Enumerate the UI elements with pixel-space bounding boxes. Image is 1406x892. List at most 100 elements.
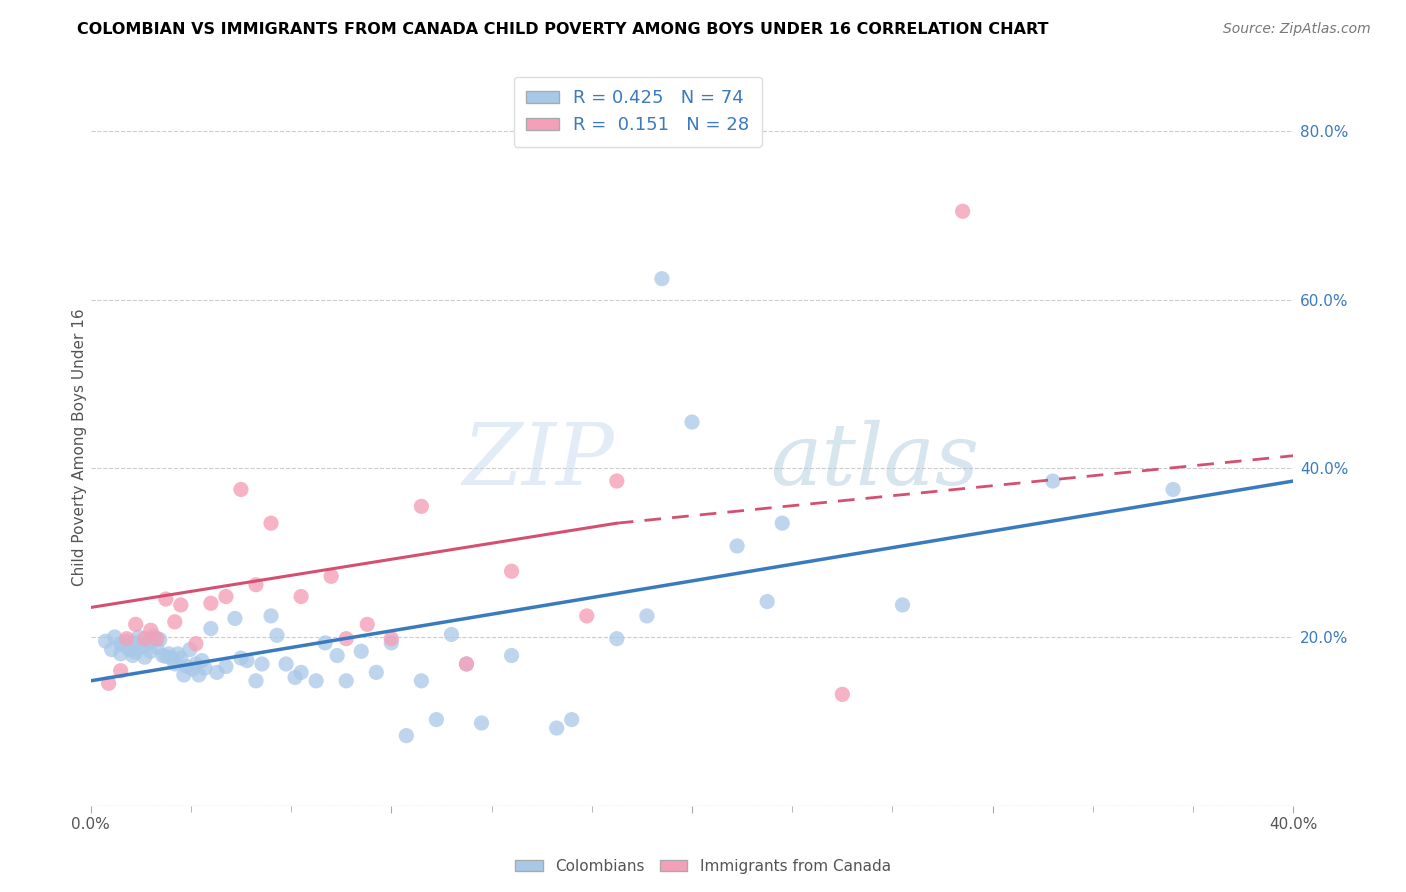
Point <box>636 608 658 623</box>
Point <box>139 632 162 647</box>
Point <box>125 617 148 632</box>
Point <box>184 657 207 671</box>
Point <box>139 644 162 658</box>
Legend: R = 0.425   N = 74, R =  0.151   N = 28: R = 0.425 N = 74, R = 0.151 N = 28 <box>513 77 762 147</box>
Point <box>187 668 209 682</box>
Point <box>456 657 478 671</box>
Point <box>128 630 150 644</box>
Point <box>176 659 198 673</box>
Point <box>236 654 259 668</box>
Point <box>115 632 138 646</box>
Text: ZIP: ZIP <box>463 420 614 503</box>
Point <box>1042 474 1064 488</box>
Point <box>136 637 159 651</box>
Point <box>260 516 283 531</box>
Point <box>546 721 568 735</box>
Point <box>411 673 433 688</box>
Point <box>440 627 463 641</box>
Point <box>366 665 388 680</box>
Point <box>335 632 357 646</box>
Point <box>125 636 148 650</box>
Point <box>501 648 523 663</box>
Point <box>224 611 246 625</box>
Point <box>606 632 628 646</box>
Point <box>97 676 120 690</box>
Point <box>179 642 201 657</box>
Point <box>395 729 418 743</box>
Point <box>305 673 328 688</box>
Point <box>681 415 703 429</box>
Point <box>139 624 162 638</box>
Point <box>181 662 204 676</box>
Point <box>831 687 853 701</box>
Point <box>326 648 349 663</box>
Point <box>163 657 186 671</box>
Point <box>290 590 312 604</box>
Point <box>770 516 793 531</box>
Point <box>121 648 143 663</box>
Point <box>380 636 402 650</box>
Legend: Colombians, Immigrants from Canada: Colombians, Immigrants from Canada <box>509 853 897 880</box>
Point <box>155 592 177 607</box>
Point <box>1161 483 1184 497</box>
Point <box>125 645 148 659</box>
Point <box>152 648 174 663</box>
Point <box>170 598 193 612</box>
Point <box>725 539 748 553</box>
Point <box>160 651 183 665</box>
Point <box>112 639 135 653</box>
Point <box>194 661 217 675</box>
Point <box>756 594 779 608</box>
Point <box>891 598 914 612</box>
Point <box>145 640 167 654</box>
Point <box>134 650 156 665</box>
Text: atlas: atlas <box>770 420 980 503</box>
Point <box>110 637 132 651</box>
Point <box>350 644 373 658</box>
Point <box>191 654 214 668</box>
Point <box>115 634 138 648</box>
Point <box>380 632 402 646</box>
Point <box>425 713 447 727</box>
Point <box>100 642 122 657</box>
Point <box>501 564 523 578</box>
Point <box>163 615 186 629</box>
Point <box>250 657 273 671</box>
Point <box>173 668 195 682</box>
Point <box>166 647 188 661</box>
Point <box>94 634 117 648</box>
Point <box>184 637 207 651</box>
Y-axis label: Child Poverty Among Boys Under 16: Child Poverty Among Boys Under 16 <box>72 309 87 586</box>
Point <box>229 483 252 497</box>
Point <box>157 647 180 661</box>
Point <box>104 630 127 644</box>
Point <box>155 649 177 664</box>
Point <box>245 673 267 688</box>
Point <box>110 664 132 678</box>
Point <box>356 617 378 632</box>
Text: COLOMBIAN VS IMMIGRANTS FROM CANADA CHILD POVERTY AMONG BOYS UNDER 16 CORRELATIO: COLOMBIAN VS IMMIGRANTS FROM CANADA CHIL… <box>77 22 1049 37</box>
Point <box>229 651 252 665</box>
Point <box>170 651 193 665</box>
Point <box>575 608 598 623</box>
Point <box>245 578 267 592</box>
Point <box>200 622 222 636</box>
Point <box>260 608 283 623</box>
Point <box>651 271 673 285</box>
Point <box>145 632 167 646</box>
Point <box>411 500 433 514</box>
Point <box>456 657 478 671</box>
Point <box>284 670 307 684</box>
Point <box>200 596 222 610</box>
Point <box>470 716 492 731</box>
Point <box>134 632 156 646</box>
Point <box>118 642 141 657</box>
Text: Source: ZipAtlas.com: Source: ZipAtlas.com <box>1223 22 1371 37</box>
Point <box>142 629 165 643</box>
Point <box>335 673 357 688</box>
Point <box>131 640 153 654</box>
Point <box>215 590 238 604</box>
Point <box>606 474 628 488</box>
Point <box>266 628 288 642</box>
Point <box>561 713 583 727</box>
